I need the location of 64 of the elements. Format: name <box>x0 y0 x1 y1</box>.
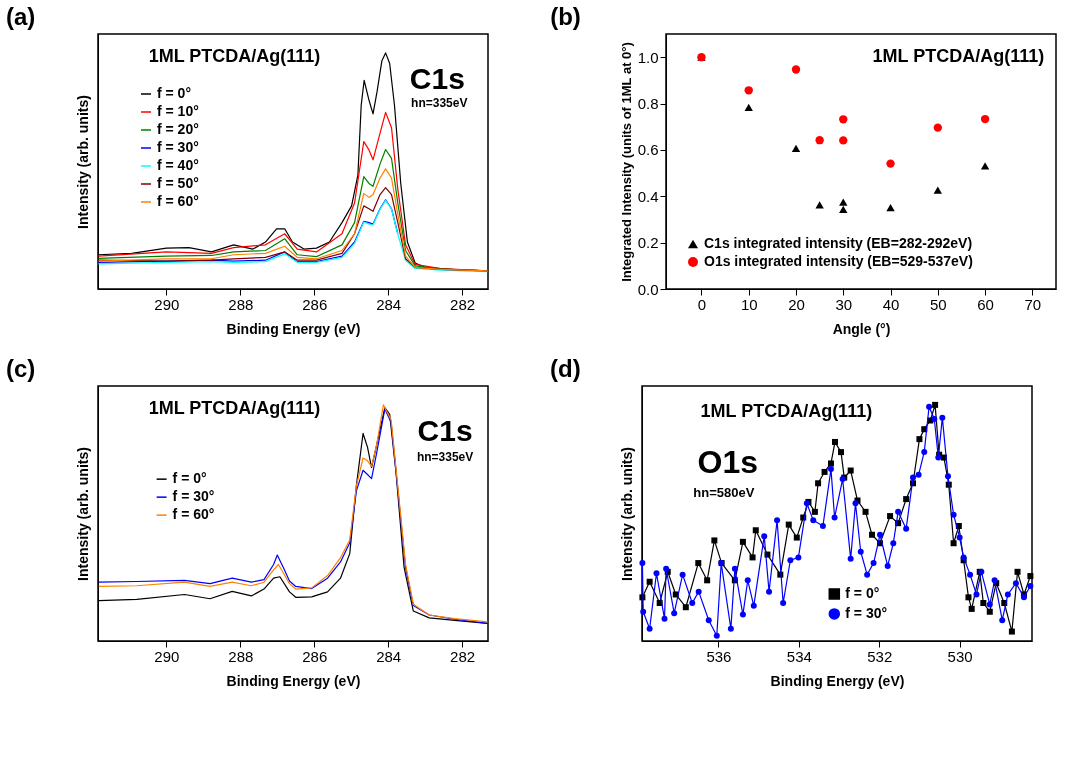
x-tick-label: 530 <box>947 647 973 665</box>
annotation: C1s <box>417 413 473 447</box>
y-tick-label: 1.0 <box>637 48 659 66</box>
x-tick-label: 284 <box>376 647 402 665</box>
x-tick-label: 70 <box>1024 295 1042 313</box>
x-tick-label: 10 <box>740 295 758 313</box>
x-tick-label: 20 <box>788 295 805 313</box>
x-axis-title: Binding Energy (eV) <box>226 672 361 689</box>
x-tick-label: 286 <box>302 295 328 313</box>
x-tick-label: 0 <box>697 295 707 313</box>
chart-title: (d) <box>550 355 581 382</box>
x-tick-label: 532 <box>867 647 893 665</box>
y-tick-label: 0.8 <box>637 95 659 113</box>
x-tick-label: 286 <box>302 647 328 665</box>
y-axis-title: Integrated Intensity (units of 1ML at 0°) <box>618 42 634 282</box>
y-axis-title: Intensity (arb. units) <box>74 447 91 581</box>
y-tick-label: 0.2 <box>637 234 659 252</box>
legend-label: f = 0° <box>172 470 207 487</box>
annotation: hn=335eV <box>416 450 474 465</box>
x-axis-title: Binding Energy (eV) <box>770 672 905 689</box>
legend-label: C1s integrated intensity (EB=282-292eV) <box>704 235 973 251</box>
annotation: C1s <box>409 61 465 95</box>
chart-title: (b) <box>550 3 581 30</box>
legend-label: f = 10° <box>157 103 199 119</box>
legend-label: f = 20° <box>157 121 199 137</box>
annotation: hn=580eV <box>693 485 755 501</box>
y-axis-title: Intensity (arb. units) <box>74 95 91 229</box>
legend-label: f = 40° <box>157 157 199 173</box>
annotation: 1ML PTCDA/Ag(111) <box>700 400 873 421</box>
x-axis-title: Angle (°) <box>832 320 891 337</box>
x-tick-label: 30 <box>835 295 853 313</box>
legend-label: f = 60° <box>157 193 199 209</box>
chart-title: (c) <box>6 355 36 382</box>
annotation: O1s <box>697 443 759 480</box>
annotation: 1ML PTCDA/Ag(111) <box>148 397 321 418</box>
legend-label: f = 30° <box>157 139 199 155</box>
x-tick-label: 288 <box>228 295 254 313</box>
y-tick-label: 0.4 <box>637 187 659 205</box>
x-axis-title: Binding Energy (eV) <box>226 320 361 337</box>
legend-label: f = 50° <box>157 175 199 191</box>
x-tick-label: 60 <box>977 295 994 313</box>
x-tick-label: 536 <box>706 647 732 665</box>
x-tick-label: 288 <box>228 647 254 665</box>
y-tick-label: 0.0 <box>637 280 659 298</box>
legend-label: f = 0° <box>845 584 880 601</box>
x-tick-label: 282 <box>450 295 476 313</box>
chart-title: (a) <box>6 3 36 30</box>
x-tick-label: 284 <box>376 295 402 313</box>
legend-label: f = 0° <box>157 85 192 101</box>
y-tick-label: 0.6 <box>637 141 659 159</box>
x-tick-label: 282 <box>450 647 476 665</box>
annotation: 1ML PTCDA/Ag(111) <box>872 45 1045 66</box>
x-tick-label: 40 <box>882 295 900 313</box>
x-tick-label: 50 <box>929 295 947 313</box>
x-tick-label: 534 <box>786 647 812 665</box>
x-tick-label: 290 <box>154 647 180 665</box>
legend-label: f = 60° <box>172 506 215 523</box>
legend-label: O1s integrated intensity (EB=529-537eV) <box>704 253 973 269</box>
annotation: 1ML PTCDA/Ag(111) <box>148 45 321 66</box>
legend-label: f = 30° <box>845 604 888 621</box>
y-axis-title: Intensity (arb. units) <box>618 447 635 581</box>
annotation: hn=335eV <box>411 95 468 110</box>
legend-label: f = 30° <box>172 488 215 505</box>
x-tick-label: 290 <box>154 295 180 313</box>
